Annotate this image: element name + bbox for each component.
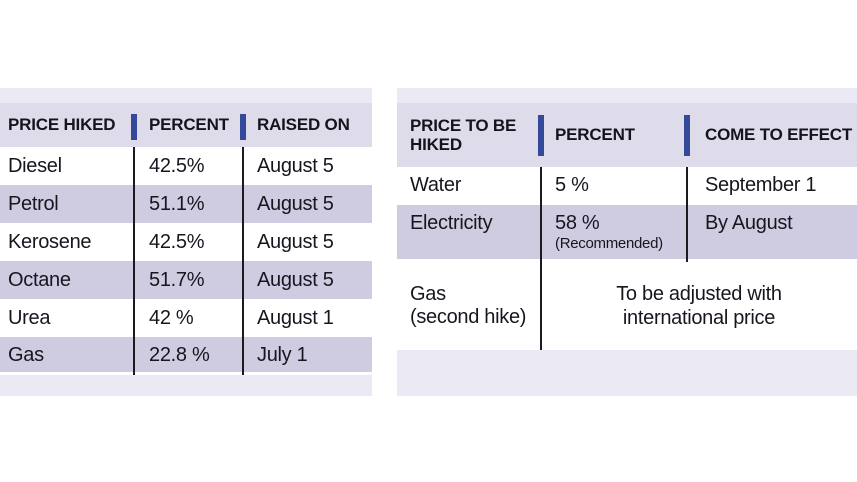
column-header-percent: PERCENT xyxy=(555,125,635,145)
cell-percent: 22.8 % xyxy=(149,343,210,366)
cell-come-to-effect: By August xyxy=(705,212,793,234)
item-name: Gas xyxy=(410,283,446,305)
cell-item: Urea xyxy=(8,307,51,329)
percent-note: (Recommended) xyxy=(555,235,663,252)
column-header-come-to-effect: COME TO EFFECT xyxy=(705,125,853,145)
table-row-electricity: Electricity 58 % (Recommended) By August xyxy=(397,205,857,262)
cell-come-to-effect: September 1 xyxy=(705,173,817,196)
cell-item: Gas (second hike) xyxy=(397,283,541,329)
table-row-urea: Urea 42 % August 1 xyxy=(0,299,372,337)
header-separator-bar xyxy=(240,114,246,140)
price-hiked-header-row: PRICE HIKED PERCENT RAISED ON xyxy=(0,103,372,147)
cell-item: Petrol xyxy=(8,193,59,215)
column-rule xyxy=(540,167,542,350)
column-header-price-to-be-hiked: PRICE TO BE HIKED xyxy=(410,115,517,154)
cell-percent: 51.7% xyxy=(149,269,205,291)
cell-raised-on: August 5 xyxy=(257,193,334,215)
table-row-octane: Octane 51.7% August 5 xyxy=(0,261,372,299)
table-row-gas-second-hike: Gas (second hike) To be adjusted with in… xyxy=(397,262,857,350)
column-header-price-hiked: PRICE HIKED xyxy=(8,115,116,135)
column-rule xyxy=(686,167,688,262)
header-separator-bar xyxy=(131,114,137,140)
item-note: (second hike) xyxy=(410,306,527,328)
merged-note-line1: To be adjusted with xyxy=(616,283,782,305)
cell-merged-note: To be adjusted with international price xyxy=(541,282,857,330)
cell-percent: 5 % xyxy=(555,173,589,196)
cell-percent: 51.1% xyxy=(149,193,205,215)
cell-item: Diesel xyxy=(8,155,62,177)
header-separator-bar xyxy=(538,115,544,156)
table-row-petrol: Petrol 51.1% August 5 xyxy=(0,185,372,223)
merged-note-line2: international price xyxy=(622,307,776,329)
cell-percent: 42.5% xyxy=(149,231,205,253)
cell-percent: 42.5% xyxy=(149,155,205,177)
cell-item: Kerosene xyxy=(8,231,92,253)
cell-raised-on: August 5 xyxy=(257,155,334,177)
cell-raised-on: August 5 xyxy=(257,231,334,253)
cell-raised-on: July 1 xyxy=(257,343,308,366)
price-hiked-table: PRICE HIKED PERCENT RAISED ON Diesel 42.… xyxy=(0,88,372,396)
cell-raised-on: August 1 xyxy=(257,307,334,329)
header-separator-bar xyxy=(684,115,690,156)
column-header-raised-on: RAISED ON xyxy=(257,115,350,135)
cell-percent: 42 % xyxy=(149,307,194,329)
table-row-water: Water 5 % September 1 xyxy=(397,167,857,205)
cell-percent: 58 % (Recommended) xyxy=(541,212,687,253)
column-rule xyxy=(242,147,244,375)
cell-item: Water xyxy=(410,173,462,196)
cell-item: Gas xyxy=(8,343,44,366)
price-to-be-hiked-table: PRICE TO BE HIKED PERCENT COME TO EFFECT… xyxy=(397,88,857,396)
cell-item: Octane xyxy=(8,269,71,291)
table-row-kerosene: Kerosene 42.5% August 5 xyxy=(0,223,372,261)
column-header-percent: PERCENT xyxy=(149,115,229,135)
table-row-gas: Gas 22.8 % July 1 xyxy=(0,337,372,375)
percent-value: 58 % xyxy=(555,212,600,234)
cell-item: Electricity xyxy=(410,212,493,234)
price-to-be-hiked-header-row: PRICE TO BE HIKED PERCENT COME TO EFFECT xyxy=(397,103,857,167)
column-rule xyxy=(133,147,135,375)
cell-raised-on: August 5 xyxy=(257,269,334,291)
table-row-diesel: Diesel 42.5% August 5 xyxy=(0,147,372,185)
